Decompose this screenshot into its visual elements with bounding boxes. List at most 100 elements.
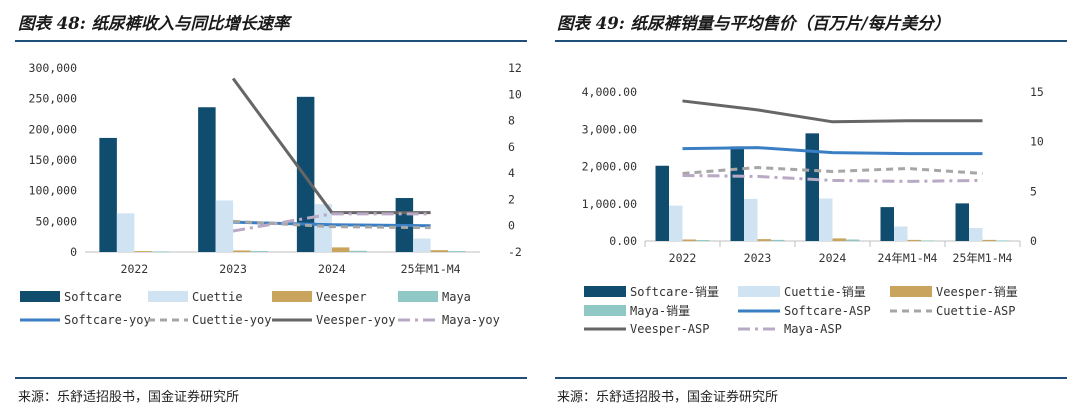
right-source-note: 来源：乐舒适招股书，国金证券研究所 — [557, 390, 779, 405]
right-bottom-rule — [555, 377, 1067, 379]
legend-label: Cuettie-ASP — [936, 304, 1015, 318]
series-line-1 — [682, 165, 983, 175]
y-tick-label: 0.00 — [609, 234, 637, 248]
y-tick-label: 0 — [70, 245, 77, 259]
bar-volume-3 — [996, 240, 1010, 242]
bar-volume-2 — [832, 238, 846, 241]
bar-revenue-1 — [413, 238, 431, 252]
legend-swatch — [148, 291, 188, 302]
series-line-2 — [231, 77, 431, 215]
left-source-note: 来源：乐舒适招股书，国金证券研究所 — [18, 390, 240, 405]
bar-volume-1 — [894, 226, 908, 241]
bar-revenue-3 — [151, 251, 170, 253]
bar-revenue-3 — [448, 251, 466, 252]
bar-volume-1 — [969, 227, 983, 241]
right-title-rule — [555, 40, 1067, 42]
bar-volume-0 — [805, 133, 819, 241]
series-line-3 — [682, 173, 983, 183]
legend-swatch — [20, 291, 60, 302]
legend-label: Softcare-ASP — [784, 304, 871, 318]
bar-volume-2 — [907, 239, 921, 241]
legend-swatch — [398, 291, 438, 302]
x-tick-label: 2023 — [744, 251, 772, 265]
bar-volume-2 — [682, 239, 696, 241]
y-tick-label: 3,000.00 — [582, 122, 637, 136]
x-tick-label: 25年M1-M4 — [401, 262, 461, 276]
y-tick-label: 300,000 — [29, 61, 78, 75]
bar-volume-1 — [819, 198, 833, 241]
y2-tick-label: 15 — [1030, 85, 1044, 99]
legend-label: Veesper-销量 — [936, 285, 1018, 299]
x-tick-label: 25年M1-M4 — [953, 251, 1013, 265]
bar-volume-2 — [757, 239, 771, 241]
bar-volume-0 — [880, 207, 894, 241]
legend-label: Maya-yoy — [442, 313, 500, 327]
bar-revenue-3 — [250, 251, 269, 252]
y-tick-label: 1,000.00 — [582, 197, 637, 211]
bar-revenue-2 — [331, 247, 350, 252]
bar-volume-0 — [655, 165, 669, 241]
legend-swatch — [890, 286, 932, 297]
y-tick-label: 4,000.00 — [582, 85, 637, 99]
y-tick-label: 100,000 — [29, 184, 78, 198]
y2-tick-label: 10 — [508, 87, 522, 101]
legend-label: Cuettie — [192, 290, 243, 304]
legend-label: Veesper-yoy — [316, 313, 395, 327]
bar-revenue-0 — [198, 107, 216, 253]
legend-label: Maya-销量 — [630, 304, 690, 318]
legend-label: Maya-ASP — [784, 322, 842, 336]
legend-label: Softcare-销量 — [630, 285, 719, 299]
y2-tick-label: 0 — [508, 219, 515, 233]
bar-revenue-2 — [430, 250, 449, 252]
legend-label: Cuettie-yoy — [192, 313, 271, 327]
bar-revenue-2 — [233, 250, 251, 252]
y-tick-label: 50,000 — [35, 214, 77, 228]
bar-volume-0 — [955, 203, 969, 241]
bar-volume-2 — [982, 239, 996, 241]
y2-tick-label: 5 — [1030, 184, 1037, 198]
legend-label: Softcare-yoy — [64, 313, 151, 327]
y2-tick-label: 8 — [508, 114, 515, 128]
y2-tick-label: 0 — [1030, 234, 1037, 248]
bar-revenue-1 — [215, 200, 234, 252]
series-line-0 — [682, 146, 983, 156]
bar-volume-3 — [696, 240, 710, 241]
x-tick-label: 2024 — [819, 251, 847, 265]
x-tick-label: 2022 — [121, 262, 149, 276]
y2-tick-label: 12 — [508, 61, 522, 75]
bar-revenue-1 — [116, 213, 135, 252]
legend-label: Maya — [442, 290, 471, 304]
legend-label: Veesper — [316, 290, 367, 304]
y-tick-label: 2,000.00 — [582, 160, 637, 174]
y2-tick-label: 4 — [508, 166, 515, 180]
legend-label: Softcare — [64, 290, 122, 304]
x-tick-label: 2022 — [669, 251, 697, 265]
bar-volume-0 — [730, 146, 744, 241]
left-title-rule — [15, 40, 527, 42]
bar-volume-1 — [669, 205, 683, 241]
bar-revenue-0 — [99, 137, 117, 252]
legend-swatch — [738, 286, 780, 297]
legend-swatch — [272, 291, 312, 302]
y2-tick-label: -2 — [508, 245, 522, 259]
series-line-3 — [232, 212, 431, 233]
bar-revenue-3 — [349, 250, 367, 252]
y-tick-label: 250,000 — [29, 92, 78, 106]
x-tick-label: 2024 — [318, 262, 346, 276]
y2-tick-label: 2 — [508, 192, 515, 206]
left-bottom-rule — [15, 377, 527, 379]
bar-volume-3 — [771, 239, 785, 241]
series-line-1 — [233, 219, 431, 230]
y2-tick-label: 6 — [508, 140, 515, 154]
legend-swatch — [584, 286, 626, 297]
legend-label: Cuettie-销量 — [784, 285, 866, 299]
x-tick-label: 24年M1-M4 — [878, 251, 938, 265]
y-tick-label: 150,000 — [29, 153, 78, 167]
legend-label: Veesper-ASP — [630, 322, 709, 336]
right-chart-title: 图表 49: 纸尿裤销量与平均售价（百万片/每片美分） — [557, 14, 951, 33]
bar-volume-1 — [744, 198, 758, 241]
bar-volume-3 — [846, 239, 860, 241]
bar-volume-3 — [921, 240, 935, 242]
series-line-2 — [682, 99, 983, 124]
